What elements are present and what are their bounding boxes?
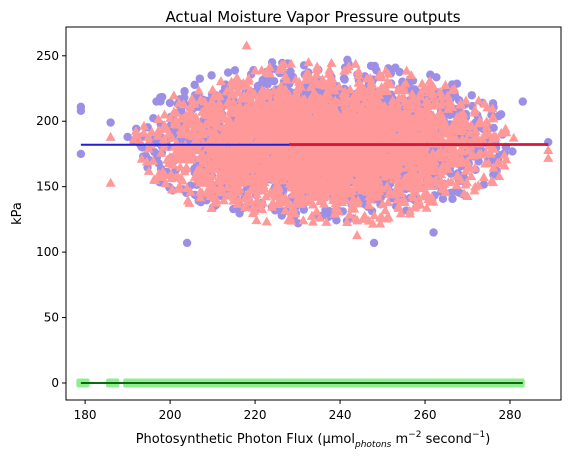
scatter-point-circle	[77, 150, 85, 158]
scatter-point-circle	[77, 107, 85, 115]
scatter-point-circle	[468, 91, 476, 99]
scatter-point-circle	[429, 228, 437, 236]
scatter-point-circle	[106, 118, 114, 126]
scatter-point-circle	[158, 93, 166, 101]
scatter-point-circle	[183, 239, 191, 247]
scatter-point-circle	[340, 74, 348, 82]
scatter-point-circle	[519, 97, 527, 105]
scatter-point-circle	[166, 99, 174, 107]
scatter-point-circle	[207, 71, 215, 79]
scatter-point-circle	[270, 77, 278, 85]
scatter-point-circle	[123, 133, 131, 141]
scatter-point-circle	[196, 74, 204, 82]
scatter-point-circle	[395, 68, 403, 76]
scatter-point-circle	[343, 56, 351, 64]
scatter-point-circle	[497, 110, 505, 118]
chart-title: Actual Moisture Vapor Pressure outputs	[165, 8, 460, 26]
scatter-point-circle	[231, 66, 239, 74]
scatter-point-circle	[286, 67, 294, 75]
scatter-point-circle	[370, 239, 378, 247]
